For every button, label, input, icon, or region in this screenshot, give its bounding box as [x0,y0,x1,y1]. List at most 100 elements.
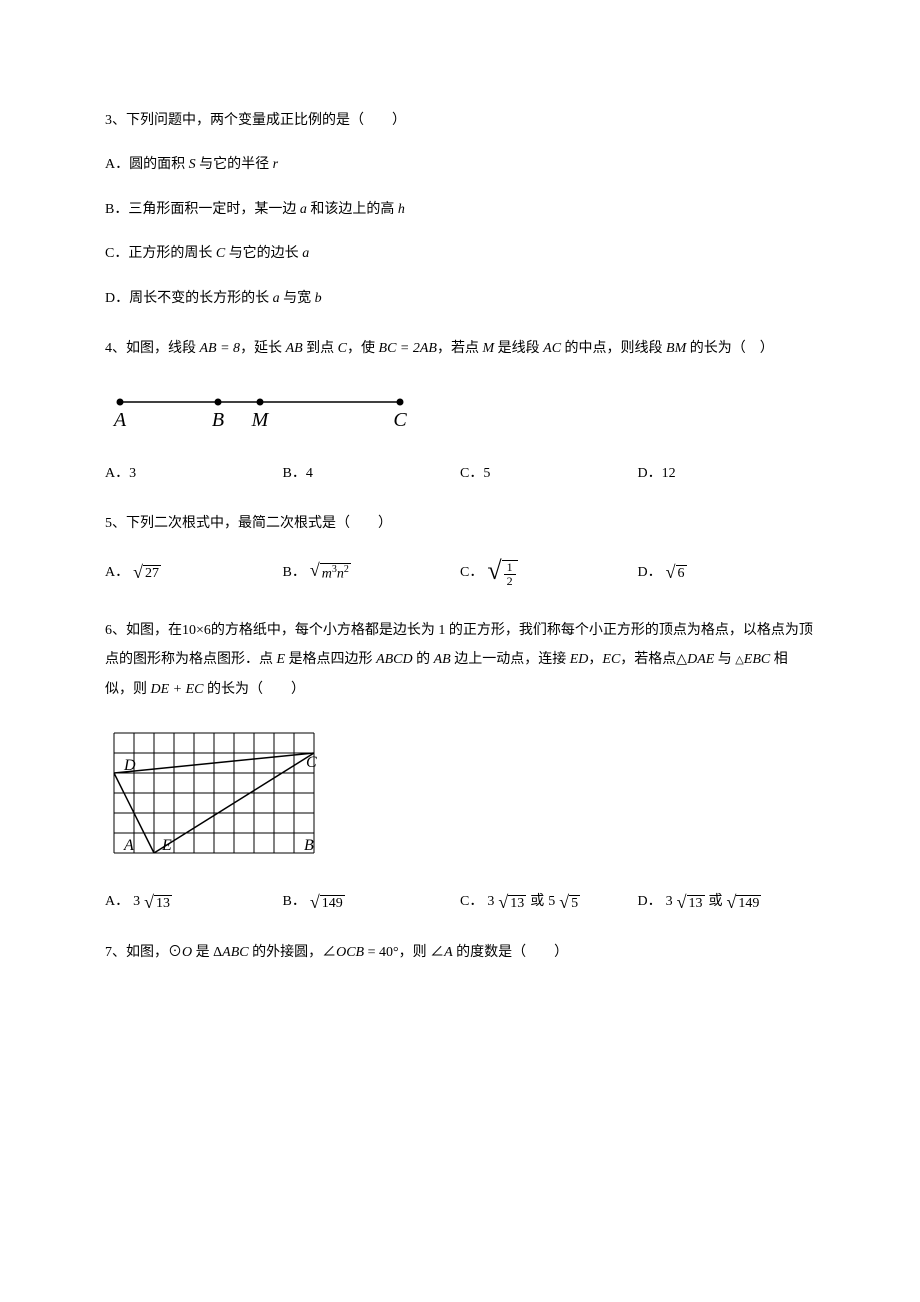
q4-m: M [482,341,494,356]
question-6: 6、如图，在10×6的方格纸中，每个小方格都是边长为 1 的正方形，我们称每个小… [105,616,815,914]
q5c-num: 1 [504,561,516,575]
q6-t7: 与 [714,652,735,667]
q4-options: A．3 B．4 C．5 D．12 [105,463,815,485]
q5a-val: 27 [143,565,161,583]
q3-option-d: D．周长不变的长方形的长 a 与宽 b [105,288,815,310]
sqrt-sign: √ [727,893,737,911]
q6c-c2: 5 [548,891,555,913]
q3b-mid: 和该边上的高 [307,202,398,217]
q3b-a: a [300,202,307,217]
svg-text:C: C [393,409,407,431]
svg-text:B: B [304,837,314,854]
q4-bm: BM [666,341,686,356]
q5b-s2: 2 [344,564,349,575]
q6-pre: 6、如图，在 [105,623,182,638]
q6-t9: 的长为（ ） [204,682,306,697]
q7-ocb: OCB [336,945,364,960]
q4-ab8: AB = 8 [200,341,241,356]
sqrt-icon: √149 [727,893,762,913]
q6b-label: B． [283,891,306,913]
q5b-label: B． [283,562,306,584]
sqrt-sign: √ [144,893,154,911]
q6d-c: 3 [666,891,673,913]
q6-t6: ，若格点 [620,652,676,667]
q6c-or: 或 [530,891,544,913]
q6-abcd: ABCD [376,652,413,667]
svg-text:E: E [161,837,172,854]
question-5: 5、下列二次根式中，最简二次根式是（ ） A． √27 B． √m3n2 C． … [105,513,815,588]
triangle-icon: △ [735,654,743,666]
q5-text: 5、下列二次根式中，最简二次根式是（ ） [105,513,815,535]
sqrt-sign: √ [310,561,320,579]
q6-text: 6、如图，在10×6的方格纸中，每个小方格都是边长为 1 的正方形，我们称每个小… [105,616,815,704]
q6c-label: C． [460,891,483,913]
q5b-m: m [322,567,332,582]
q7-a: A [444,945,453,960]
q6-ebc: EBC [744,652,770,667]
q6-ec: EC [602,652,620,667]
q5b-body: m3n2 [320,563,351,583]
svg-text:B: B [212,409,224,431]
q4-m6: 的中点，则线段 [561,341,666,356]
svg-text:D: D [123,757,136,774]
q6-opt-c: C． 3√13 或 5√5 [460,891,638,913]
svg-text:A: A [112,409,127,431]
q6d-v2: 149 [736,895,761,913]
q3c-a: a [302,246,309,261]
q5d-label: D． [638,562,662,584]
q6d-or: 或 [709,891,723,913]
q6d-label: D． [638,891,662,913]
svg-text:C: C [306,754,317,771]
q5a-label: A． [105,562,129,584]
sqrt-icon: √13 [498,893,526,913]
q6c-c1: 3 [487,891,494,913]
q7-t1: 是 [192,945,213,960]
q4-opt-d: D．12 [638,463,816,485]
q3a-pre: A．圆的面积 [105,157,189,172]
q3c-pre: C．正方形的周长 [105,246,216,261]
q6c-v2: 5 [569,895,580,913]
svg-text:M: M [251,409,270,431]
q3b-h: h [398,202,405,217]
q4-text: 4、如图，线段 AB = 8，延长 AB 到点 C，使 BC = 2AB，若点 … [105,338,815,360]
q4-ab: AB [286,341,303,356]
q5c-label: C． [460,562,483,584]
sqrt-icon: √27 [133,563,161,583]
q4-c: C [338,341,347,356]
q4-m2: 到点 [303,341,338,356]
q7-eq: = 40° [364,945,399,960]
q7-o: O [182,945,192,960]
sqrt-sign: √ [310,893,320,911]
q6-dae: DAE [687,652,714,667]
q5c-den: 2 [504,575,516,588]
q4-end: 的长为（ ） [686,341,774,356]
q6a-val: 13 [154,895,172,913]
q3d-pre: D．周长不变的长方形的长 [105,291,273,306]
q6-e: E [277,652,286,667]
q4-m3: ，使 [347,341,379,356]
q4-ac: AC [543,341,561,356]
sqrt-icon: √5 [559,893,580,913]
sqrt-sign: √ [487,558,501,584]
q4-opt-a: A．3 [105,463,283,485]
q3d-mid: 与宽 [280,291,315,306]
sqrt-icon: √149 [310,893,345,913]
q5b-n: n [337,567,344,582]
line-diagram-svg: ABMC [105,382,415,432]
q3-option-c: C．正方形的周长 C 与它的边长 a [105,243,815,265]
triangle-icon: △ [676,652,687,667]
q7-t4: 的度数是（ ） [453,945,569,960]
q4-bc2ab: BC = 2AB [379,341,437,356]
fraction: 12 [504,561,516,588]
q7-text: 7、如图，⊙O 是 ΔABC 的外接圆，∠OCB = 40°，则 ∠A 的度数是… [105,942,815,964]
q4-opt-b: B．4 [283,463,461,485]
q4-m5: 是线段 [494,341,543,356]
q6b-val: 149 [320,895,345,913]
q3c-mid: 与它的边长 [225,246,302,261]
q7-t2: 的外接圆， [249,945,323,960]
q5d-val: 6 [676,565,687,583]
q5-opt-c: C． √12 [460,558,638,588]
q3a-mid: 与它的半径 [196,157,273,172]
angle-icon: ∠ [322,945,336,960]
q4-pre: 4、如图，线段 [105,341,200,356]
